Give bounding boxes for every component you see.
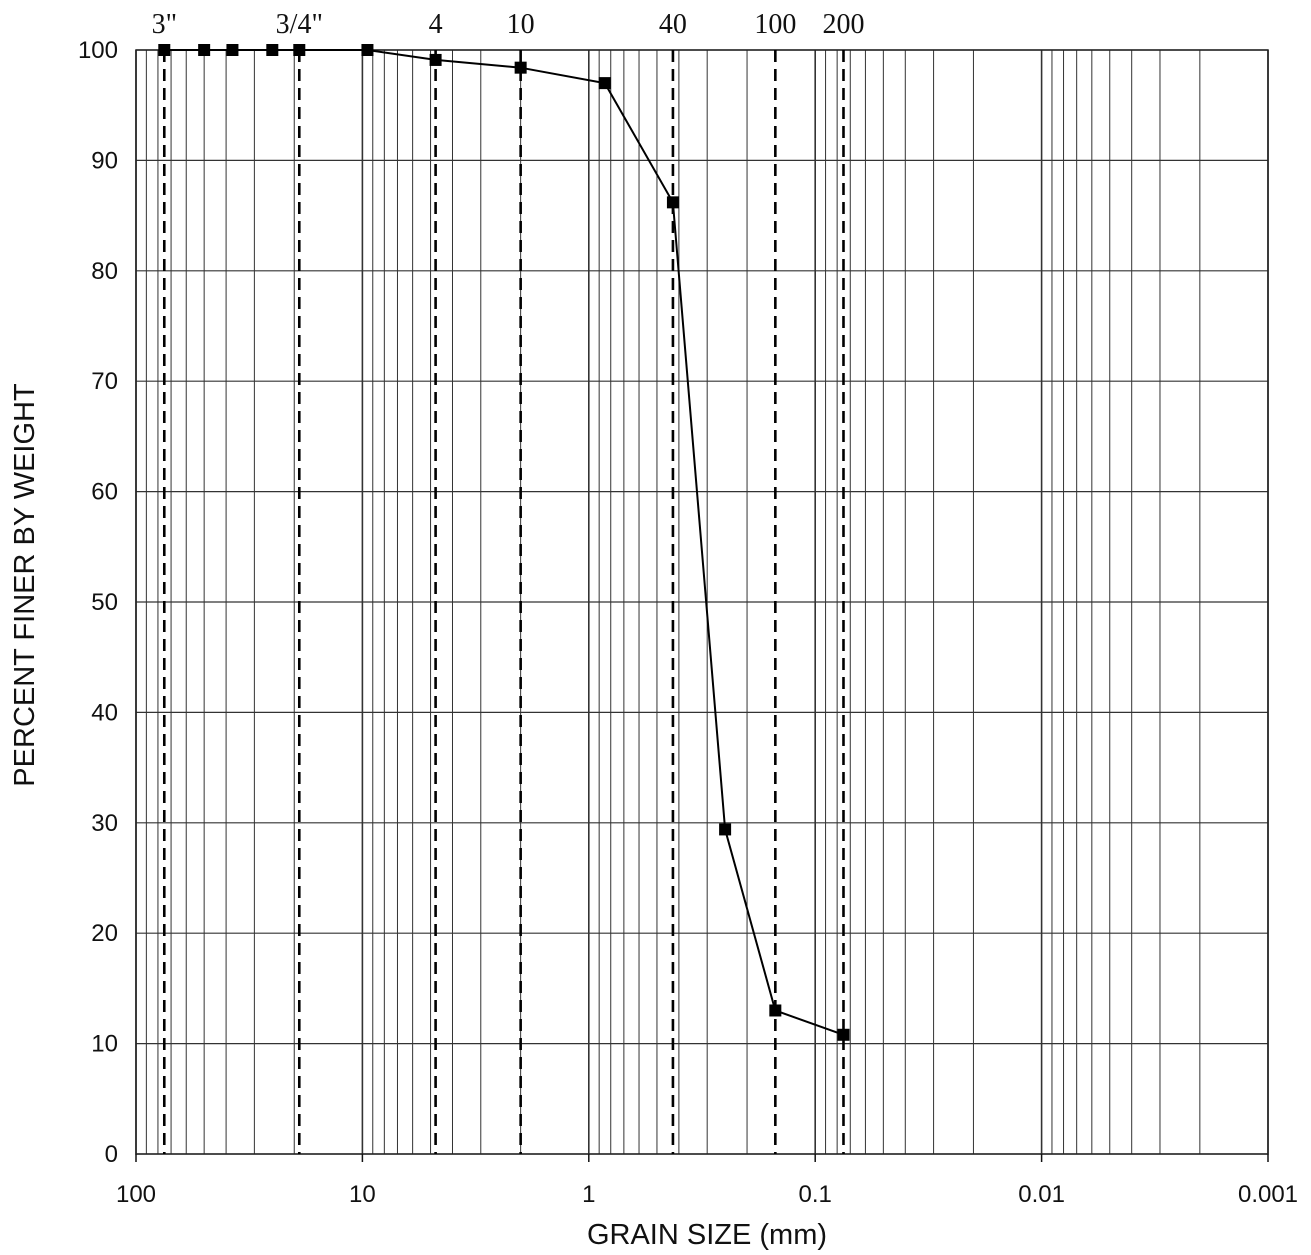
tick-labels: 3" 3/4" 4 10 40 100 200 0 10 20 30 40 50 60 70 80 90 100 1… <box>78 9 1298 1208</box>
data-point <box>293 44 306 56</box>
x-tick-label: 0.001 <box>1238 1181 1298 1208</box>
data-point <box>598 77 611 90</box>
y-tick-label: 50 <box>91 589 118 616</box>
data-point <box>769 1004 782 1017</box>
data-point <box>666 196 679 209</box>
x-tick-label: 0.01 <box>1018 1181 1065 1208</box>
x-tick-label: 10 <box>349 1181 376 1208</box>
y-tick-label: 20 <box>91 920 118 947</box>
grid-layer <box>135 49 1269 1162</box>
sieve-label: 4 <box>429 9 443 40</box>
y-tick-label: 100 <box>78 37 118 64</box>
sieve-lines <box>162 50 845 1154</box>
sieve-label: 3/4" <box>276 9 323 40</box>
sieve-label: 40 <box>659 9 687 40</box>
data-point <box>837 1028 850 1041</box>
plot-frame <box>135 49 1269 1155</box>
y-tick-label: 10 <box>91 1031 118 1058</box>
sieve-label: 200 <box>822 9 864 40</box>
sieve-label: 3" <box>152 9 177 40</box>
data-series <box>158 44 850 1041</box>
y-axis-title: PERCENT FINER BY WEIGHT <box>9 383 41 787</box>
y-tick-label: 80 <box>91 258 118 285</box>
data-point <box>514 61 527 74</box>
series-line <box>164 49 844 1036</box>
y-tick-label: 40 <box>91 699 118 726</box>
y-tick-label: 60 <box>91 479 118 506</box>
data-point <box>719 823 732 836</box>
data-point <box>158 44 171 56</box>
data-point <box>266 44 279 56</box>
y-tick-label: 90 <box>91 147 118 174</box>
data-point <box>198 44 211 56</box>
y-tick-label: 0 <box>105 1141 118 1168</box>
x-tick-label: 0.1 <box>799 1181 832 1208</box>
data-point <box>429 53 442 66</box>
x-tick-label: 100 <box>116 1181 156 1208</box>
sieve-label: 10 <box>507 9 535 40</box>
data-point <box>361 44 374 56</box>
data-point <box>226 44 239 56</box>
y-tick-label: 70 <box>91 368 118 395</box>
x-axis-title: GRAIN SIZE (mm) <box>587 1219 827 1251</box>
sieve-label: 100 <box>754 9 796 40</box>
y-tick-label: 30 <box>91 810 118 837</box>
x-tick-label: 1 <box>582 1181 595 1208</box>
